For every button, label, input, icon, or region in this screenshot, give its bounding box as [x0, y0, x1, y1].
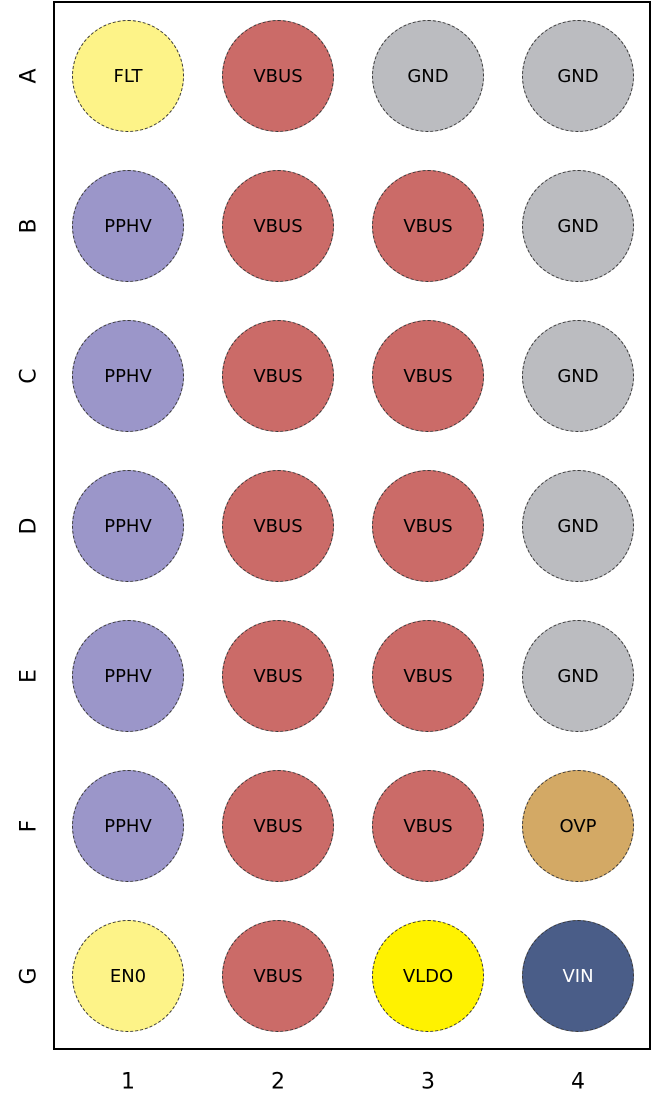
- pin-f4-ball: OVP: [522, 770, 634, 882]
- pin-label: VBUS: [403, 665, 453, 687]
- column-label-text: 3: [421, 1069, 435, 1095]
- column-label-text: 2: [271, 1069, 285, 1095]
- row-label-text: D: [16, 517, 42, 535]
- pin-g3-ball: VLDO: [372, 920, 484, 1032]
- pin-label: PPHV: [104, 215, 152, 237]
- row-label-text: G: [16, 967, 42, 985]
- pin-e1-ball: PPHV: [72, 620, 184, 732]
- pin-a4-ball: GND: [522, 20, 634, 132]
- pin-d4-ball: GND: [522, 470, 634, 582]
- pin-b1-ball: PPHV: [72, 170, 184, 282]
- pin-label: VBUS: [253, 515, 303, 537]
- row-label-text: B: [16, 218, 42, 234]
- pin-label: GND: [557, 365, 599, 387]
- pin-label: PPHV: [104, 815, 152, 837]
- pin-label: GND: [557, 215, 599, 237]
- pin-d3-ball: VBUS: [372, 470, 484, 582]
- pin-g2-ball: VBUS: [222, 920, 334, 1032]
- row-label-text: C: [16, 368, 42, 384]
- pin-d1-ball: PPHV: [72, 470, 184, 582]
- pin-label: GND: [557, 515, 599, 537]
- pin-c2-ball: VBUS: [222, 320, 334, 432]
- column-label-text: 4: [571, 1069, 585, 1095]
- row-label-text: A: [16, 68, 42, 84]
- pin-label: VBUS: [253, 215, 303, 237]
- pin-label: PPHV: [104, 515, 152, 537]
- pin-a1-ball: FLT: [72, 20, 184, 132]
- pin-label: GND: [557, 65, 599, 87]
- pin-label: GND: [557, 665, 599, 687]
- pin-b4-ball: GND: [522, 170, 634, 282]
- row-label-text: E: [16, 669, 42, 683]
- pin-b2-ball: VBUS: [222, 170, 334, 282]
- pin-label: OVP: [559, 815, 597, 837]
- pin-f3-ball: VBUS: [372, 770, 484, 882]
- row-label-text: F: [16, 819, 42, 833]
- pin-label: PPHV: [104, 665, 152, 687]
- pin-c4-ball: GND: [522, 320, 634, 432]
- column-label-text: 1: [121, 1069, 135, 1095]
- pin-label: VBUS: [253, 365, 303, 387]
- pin-label: EN0: [109, 965, 147, 987]
- package-outline: [53, 1, 651, 1050]
- pin-g4-ball: VIN: [522, 920, 634, 1032]
- pin-label: VBUS: [253, 815, 303, 837]
- pin-label: VIN: [562, 965, 594, 987]
- pin-d2-ball: VBUS: [222, 470, 334, 582]
- pin-label: VBUS: [403, 365, 453, 387]
- pin-e3-ball: VBUS: [372, 620, 484, 732]
- pin-g1-ball: EN0: [72, 920, 184, 1032]
- pin-label: VBUS: [253, 65, 303, 87]
- pin-label: VBUS: [403, 215, 453, 237]
- pin-label: VBUS: [253, 665, 303, 687]
- pin-e2-ball: VBUS: [222, 620, 334, 732]
- pin-label: PPHV: [104, 365, 152, 387]
- pin-e4-ball: GND: [522, 620, 634, 732]
- pin-label: VBUS: [403, 515, 453, 537]
- pin-c3-ball: VBUS: [372, 320, 484, 432]
- pin-f1-ball: PPHV: [72, 770, 184, 882]
- pin-label: VLDO: [402, 965, 454, 987]
- pin-label: VBUS: [403, 815, 453, 837]
- pin-f2-ball: VBUS: [222, 770, 334, 882]
- pin-label: FLT: [113, 65, 143, 87]
- pin-c1-ball: PPHV: [72, 320, 184, 432]
- pin-b3-ball: VBUS: [372, 170, 484, 282]
- pin-label: VBUS: [253, 965, 303, 987]
- pin-a2-ball: VBUS: [222, 20, 334, 132]
- pin-label: GND: [407, 65, 449, 87]
- pin-a3-ball: GND: [372, 20, 484, 132]
